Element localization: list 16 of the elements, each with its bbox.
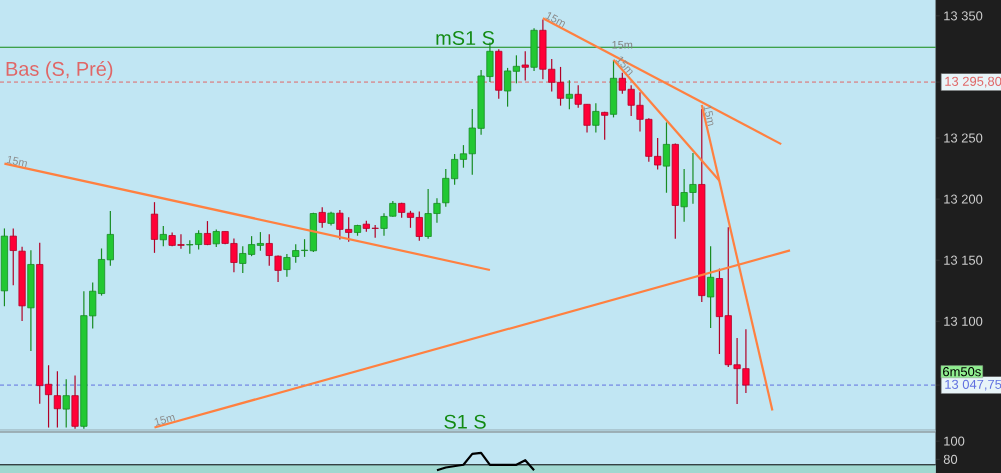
y-tick-label: 13 250 xyxy=(944,133,983,143)
y-tick-label: 13 150 xyxy=(944,255,983,265)
y-tick-label: 13 350 xyxy=(944,11,983,21)
annotation: 15m xyxy=(612,41,633,49)
y-tick-label: 13 100 xyxy=(944,316,983,326)
annotation: S1 S xyxy=(444,414,486,429)
ref-line-label: mS1 S xyxy=(436,30,495,46)
y-tick-label: 100 xyxy=(944,436,965,446)
text: 6m50s xyxy=(943,367,981,377)
text: 15m xyxy=(545,12,565,28)
text: 15m xyxy=(6,155,27,168)
text: 15m xyxy=(154,415,176,426)
text: 15m xyxy=(703,105,714,126)
y-tick-label: 13 200 xyxy=(944,194,983,204)
ref-line-label: Bas (S, Pré) xyxy=(6,61,113,80)
y-tick-label: 80 xyxy=(943,454,958,464)
